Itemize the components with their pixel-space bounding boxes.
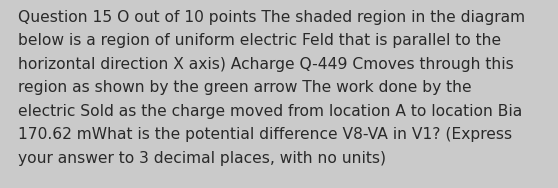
Text: region as shown by the green arrow The work done by the: region as shown by the green arrow The w…	[18, 80, 472, 96]
Text: horizontal direction X axis) Acharge Q-449 Cmoves through this: horizontal direction X axis) Acharge Q-4…	[18, 57, 514, 72]
Text: 170.62 mWhat is the potential difference V8-VA in V1? (Express: 170.62 mWhat is the potential difference…	[18, 127, 512, 143]
Text: electric Sold as the charge moved from location A to location Bia: electric Sold as the charge moved from l…	[18, 104, 522, 119]
Text: your answer to 3 decimal places, with no units): your answer to 3 decimal places, with no…	[18, 151, 386, 166]
Text: Question 15 O out of 10 points The shaded region in the diagram: Question 15 O out of 10 points The shade…	[18, 10, 525, 25]
Text: below is a region of uniform electric Feld that is parallel to the: below is a region of uniform electric Fe…	[18, 33, 501, 49]
